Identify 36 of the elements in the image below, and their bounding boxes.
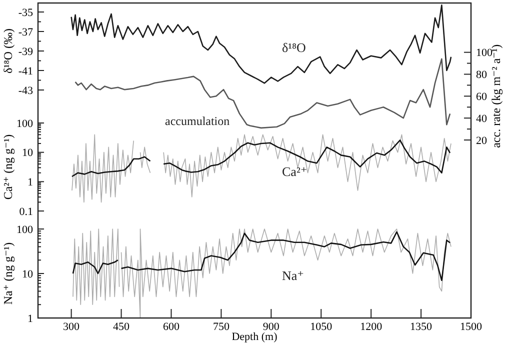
y2-tick-label: 80 xyxy=(476,69,488,82)
y-tick-label: 1 xyxy=(28,176,33,189)
line-series xyxy=(70,4,452,84)
y-tick-label: -37 xyxy=(18,26,34,38)
y-tick-label: 1 xyxy=(28,312,33,325)
y-tick-label: 10 xyxy=(22,147,34,160)
y2-tick-label: 100 xyxy=(476,47,493,60)
y2-tick-label: 20 xyxy=(476,134,488,147)
y-axis-title: Ca²⁺ (ng g⁻¹) xyxy=(1,134,15,200)
x-tick-label: 1350 xyxy=(410,321,433,333)
y-tick-label: -43 xyxy=(18,84,34,97)
series-label: Ca²⁺ xyxy=(282,164,308,179)
x-tick-label: 1050 xyxy=(310,321,333,333)
y-tick-label: -41 xyxy=(18,65,33,78)
y-tick-label: 100 xyxy=(16,224,34,236)
x-tick-label: 300 xyxy=(63,321,80,333)
x-tick-label: 600 xyxy=(162,321,180,333)
y-tick-label: 10 xyxy=(22,268,34,280)
x-tick-label: 1500 xyxy=(460,321,482,333)
y-tick-label: -39 xyxy=(18,46,34,58)
x-tick-label: 750 xyxy=(212,321,230,333)
x-tick-label: 450 xyxy=(113,321,130,333)
y-axis-title: Na⁺ (ng g⁻¹) xyxy=(1,242,15,305)
series-label: Na⁺ xyxy=(282,268,304,283)
y-tick-label: 0.1 xyxy=(19,206,33,218)
x-tick-label: 1200 xyxy=(360,321,383,333)
y-tick-label: -35 xyxy=(18,6,34,19)
y-tick-label: 100 xyxy=(16,118,34,130)
y-axis-title: δ¹⁸O (‰) xyxy=(1,28,15,74)
y2-tick-label: 40 xyxy=(476,112,488,125)
series-label: δ¹⁸O xyxy=(282,40,306,55)
y2-tick-label: 60 xyxy=(476,91,488,104)
x-tick-label: 900 xyxy=(262,321,280,333)
line-series xyxy=(74,58,451,129)
x-axis-title: Depth (m) xyxy=(232,331,278,343)
series-label: accumulation xyxy=(165,114,230,128)
